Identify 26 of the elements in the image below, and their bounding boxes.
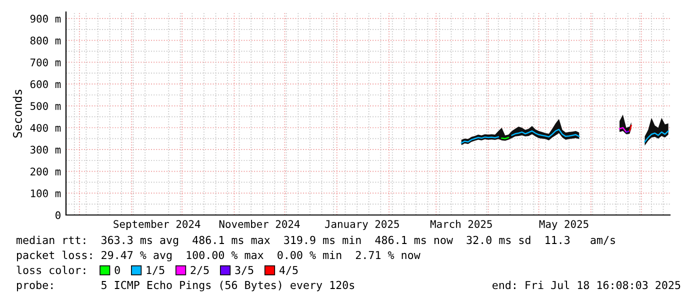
- x-tick-label: September 2024: [114, 220, 200, 230]
- text: probe: 5 ICMP Echo Pings (56 Bytes) every 120s: [17, 280, 354, 292]
- text: packet loss: 29.47 % avg 100.00 % max 0.00 % min 2.71 % now: [17, 250, 420, 262]
- y-tick-label: 100 m: [31, 189, 61, 198]
- legend-label: 4/5: [280, 266, 298, 276]
- y-tick-label: 500 m: [30, 102, 61, 110]
- y-tick-label: 800 m: [30, 36, 61, 45]
- x-tick-label: January 2025: [325, 220, 399, 230]
- legend-label: 2/5: [190, 266, 209, 276]
- y-tick-label: 0: [56, 211, 60, 220]
- legend-title: loss color:: [16, 266, 86, 274]
- y-tick-label: 900 m: [30, 14, 61, 23]
- y-tick-label: 300 m: [30, 146, 61, 154]
- legend-label: 3/5: [235, 266, 254, 276]
- y-tick-label: 200 m: [30, 168, 61, 176]
- x-tick-label: March 2025: [430, 220, 492, 228]
- y-tick-label: 400 m: [30, 124, 61, 132]
- text: end: Fri Jul 18 16:08:03 2025: [492, 280, 680, 290]
- y-axis-title: Seconds: [12, 90, 22, 138]
- legend-label: 0: [114, 266, 120, 274]
- x-tick-label: November 2024: [219, 220, 300, 228]
- legend-label: 1/5: [146, 266, 164, 276]
- y-tick-label: 600 m: [30, 80, 61, 88]
- y-tick-label: 700 m: [30, 58, 61, 66]
- text: median rtt: 363.3 ms avg 486.1 ms max 319.9 ms min 486.1 ms now 32.0 ms sd 11.3 am/s: [16, 236, 615, 246]
- x-tick-label: May 2025: [539, 220, 588, 230]
